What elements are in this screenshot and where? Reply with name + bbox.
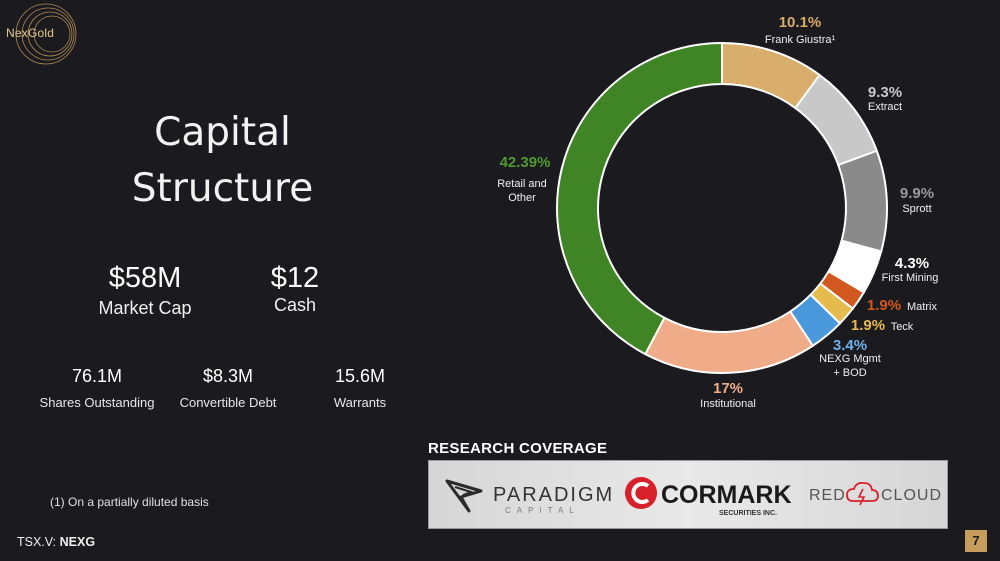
convertible-debt-value: $8.3M [202,366,254,386]
redcloud-name-1: RED [809,487,846,504]
donut-slice-institutional [643,310,815,374]
donut-slice-nexg-mgmt-bod [788,293,842,348]
slice-pct-label: 42.39% [500,154,551,171]
warrants-value: 15.6M [334,366,386,386]
cloud-icon [846,481,879,506]
donut-slice-extract [793,73,879,167]
slice-pct-label: 10.1% [779,14,822,31]
slice-name-label: Sprott [902,203,931,215]
donut-slice-frank-giustra [721,41,822,110]
cormark-name: CORMARK [661,481,792,509]
paradigm-sub: CAPITAL [505,506,580,515]
redcloud-name-2: CLOUD [881,487,942,504]
slice-name-label: Matrix [907,301,937,313]
market-cap-stat: $58M Market Cap [80,262,210,319]
donut-slice-matrix [818,269,866,310]
slice-name-label: Retail and [497,178,547,190]
slice-name-label: + BOD [833,367,866,379]
cash-label: Cash [273,295,317,315]
slice-name-label: Teck [891,321,914,333]
logo-text: NexGold [6,26,55,40]
research-coverage-title: RESEARCH COVERAGE [428,440,608,457]
title-line-1: Capital [154,110,291,155]
slice-pct-label: 4.3% [895,255,929,272]
cormark-securities-logo: CORMARK SECURITIES INC. [619,461,799,530]
cormark-c-icon [625,477,657,509]
slice-name-label: Other [508,192,536,204]
slice-name-label: First Mining [882,272,939,284]
slice-pct-label: 9.9% [900,185,934,202]
cormark-sub: SECURITIES INC. [719,510,777,517]
slice-pct-label: 17% [713,380,743,397]
cash-stat: $12 Cash [250,262,340,316]
convertible-debt-stat: $8.3M Convertible Debt [172,365,284,411]
slice-pct-label: 3.4% [833,337,867,354]
slice-name-label: Institutional [700,398,756,410]
shares-outstanding-label: Shares Outstanding [39,395,155,410]
ticker-symbol: NEXG [59,535,96,549]
research-coverage-box: PARADIGM CAPITAL CORMARK SECURITIES INC.… [428,460,948,529]
slice-name-label: NEXG Mgmt [819,353,881,365]
page-number: 7 [965,530,987,552]
ticker: TSX.V: NEXG [17,535,95,549]
slice-name-label: Extract [868,101,902,113]
warrants-stat: 15.6M Warrants [318,365,402,411]
ticker-prefix: TSX.V: [17,535,57,549]
cash-value: $12 [270,262,320,294]
donut-slice-sprott [837,149,888,253]
paradigm-capital-logo: PARADIGM CAPITAL [441,461,612,530]
logo-rings-icon [15,3,77,65]
warrants-label: Warrants [333,395,387,410]
shares-outstanding-stat: 76.1M Shares Outstanding [37,365,157,411]
donut-slice-teck [809,282,855,325]
slice-pct-label: 1.9% [851,317,885,334]
page-title: Capital Structure [100,105,345,217]
red-cloud-logo: RED CLOUD [807,461,942,530]
nexgold-logo: NexGold [0,0,80,70]
shares-outstanding-value: 76.1M [71,366,123,386]
market-cap-value: $58M [108,262,182,294]
paradigm-name: PARADIGM [493,484,611,506]
donut-slice-retail-and-other [556,41,723,356]
slice-pct-label: 1.9% [867,297,901,314]
slice-pct-label: 9.3% [868,84,902,101]
market-cap-label: Market Cap [98,298,192,318]
title-line-2: Structure [131,166,314,211]
paradigm-mark-icon [445,479,483,513]
convertible-debt-label: Convertible Debt [179,395,277,410]
slice-name-label: Frank Giustra¹ [765,34,836,46]
footnote: (1) On a partially diluted basis [50,495,209,509]
donut-slice-first-mining [827,239,883,294]
